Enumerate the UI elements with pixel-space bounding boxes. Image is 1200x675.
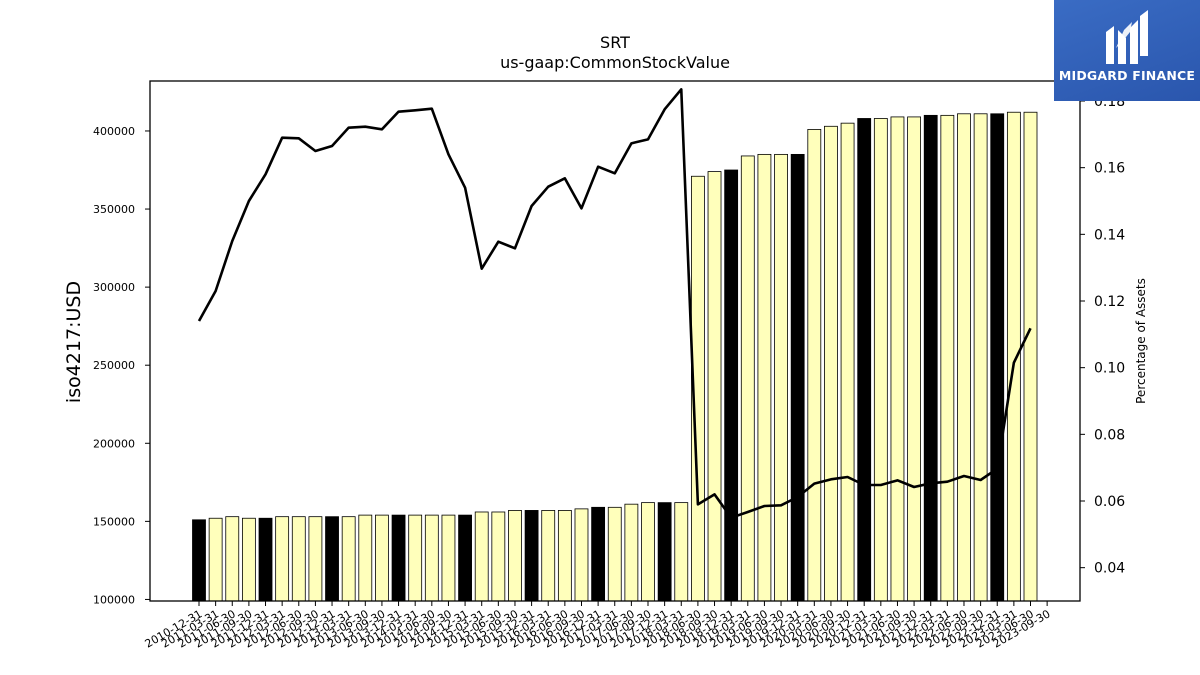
bar (923, 114, 938, 602)
bar (341, 516, 356, 602)
brand-logo: MIDGARD FINANCE (1054, 0, 1200, 101)
bar (391, 514, 406, 602)
bar (940, 114, 955, 602)
bar (907, 116, 921, 602)
bar (740, 155, 755, 602)
bar (790, 153, 805, 602)
line-series (197, 88, 1032, 519)
bar (890, 116, 905, 602)
bar (557, 510, 572, 602)
bar (458, 514, 472, 602)
bar (873, 118, 888, 602)
y2-tick-label: 0.08 (1094, 427, 1125, 443)
bar (358, 514, 373, 602)
bar (757, 153, 772, 602)
bar (574, 508, 589, 602)
bar (591, 506, 606, 602)
y-axis-label: iso4217:USD (63, 281, 85, 403)
bar (474, 511, 489, 602)
y-tick-label: 200000 (93, 437, 135, 450)
y-tick-label: 100000 (93, 593, 135, 606)
bar (375, 514, 389, 602)
y2-tick-label: 0.06 (1094, 494, 1125, 510)
bar (624, 503, 639, 602)
bar (524, 510, 539, 602)
y2-tick-label: 0.04 (1094, 561, 1125, 577)
bar (824, 125, 838, 602)
axes: 100000 150000 200000 250000 300000 350000 4000… (93, 80, 1125, 651)
y2-tick-label: 0.10 (1094, 361, 1125, 377)
bar (657, 502, 672, 602)
y-tick-label: 400000 (93, 125, 135, 138)
bar (491, 511, 506, 602)
bar (607, 506, 622, 602)
brand-logo-text: MIDGARD FINANCE (1058, 68, 1196, 83)
bar (325, 516, 339, 602)
bar (1023, 111, 1038, 602)
y2-tick-label: 0.12 (1094, 294, 1125, 310)
bar (441, 514, 456, 602)
bar (275, 516, 290, 602)
bar (291, 516, 306, 602)
bar (957, 113, 971, 602)
bar (707, 171, 722, 602)
chart-subtitle: us-gaap:CommonStockValue (500, 53, 730, 72)
y-tick-label: 250000 (93, 359, 135, 372)
bar (724, 169, 739, 602)
bar (308, 516, 323, 602)
y-tick-label: 350000 (93, 203, 135, 216)
bar (1006, 111, 1021, 602)
bar (840, 122, 855, 602)
bar (424, 514, 439, 602)
bar (192, 519, 206, 602)
y-tick-label: 150000 (93, 515, 135, 528)
bar (774, 153, 788, 602)
bar (408, 514, 423, 602)
bar (508, 510, 522, 602)
bar-series (192, 111, 1038, 602)
bar (857, 118, 872, 602)
bar (973, 113, 988, 602)
bar (225, 516, 240, 602)
bar (241, 517, 256, 602)
percentage-line (197, 88, 1032, 519)
bar (208, 517, 223, 602)
bar (258, 517, 273, 602)
y2-tick-label: 0.14 (1094, 227, 1125, 243)
bar (541, 510, 556, 602)
y-tick-label: 300000 (93, 281, 135, 294)
bar (674, 502, 689, 602)
bar (807, 129, 822, 602)
midgard-logo-icon (1106, 10, 1148, 64)
bar (990, 113, 1005, 602)
chart-title: SRT (600, 33, 630, 52)
bar (641, 502, 655, 602)
y2-tick-label: 0.16 (1094, 161, 1125, 177)
y2-axis-label: Percentage of Assets (1134, 278, 1148, 404)
